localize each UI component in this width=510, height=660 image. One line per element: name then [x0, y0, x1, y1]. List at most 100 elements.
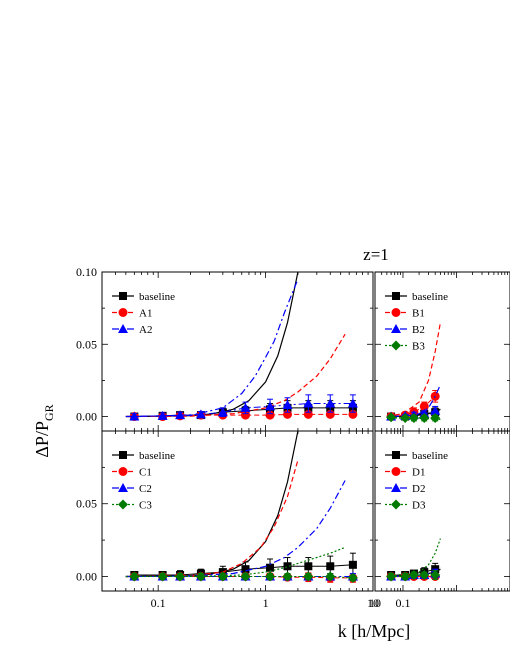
legend: baseline A1 A2: [112, 291, 175, 336]
data-point: [303, 571, 314, 582]
legend-label: D2: [412, 483, 425, 495]
legend-marker: [391, 324, 401, 333]
panel-A: 0.00 0.05 0.10 baseline A1 A2: [76, 265, 374, 432]
data-point: [430, 570, 441, 580]
panel-B: baseline B1 B2 B3: [374, 271, 510, 432]
series-curve: [125, 333, 346, 418]
data-point: [175, 571, 186, 582]
data-point: [419, 570, 430, 580]
legend-label: baseline: [412, 291, 448, 303]
legend-marker: [118, 467, 128, 476]
data-point: [347, 398, 358, 408]
legend-label: B1: [412, 308, 425, 320]
series-curve: [386, 538, 441, 578]
x-tick-label: 0.1: [151, 596, 166, 610]
data-point: [282, 399, 293, 409]
series-B3: [386, 412, 441, 423]
data-point: [265, 410, 275, 420]
legend-label: C3: [139, 500, 152, 512]
y-tick-label: 0.05: [76, 337, 97, 351]
legend-label: B3: [412, 341, 425, 353]
legend-label: A2: [139, 324, 152, 336]
data-point: [430, 412, 441, 423]
data-point: [325, 571, 336, 582]
legend-label: A1: [139, 308, 152, 320]
legend-marker: [118, 483, 128, 492]
data-point: [325, 398, 336, 408]
data-point: [386, 571, 397, 582]
data-point: [265, 571, 276, 582]
y-tick-label: 0.00: [76, 410, 97, 424]
legend-marker: [391, 483, 401, 492]
data-point: [217, 407, 228, 417]
x-tick-label: 0.1: [395, 596, 410, 610]
y-axis-label-sub: GR: [42, 404, 56, 421]
legend-marker: [391, 467, 401, 476]
legend-marker: [118, 499, 128, 510]
data-point: [386, 412, 397, 423]
panel-D: 10 0.1 baseline D1 D2 D3: [369, 430, 510, 610]
data-point: [419, 412, 430, 423]
legend-label: baseline: [139, 291, 175, 303]
legend-marker: [119, 292, 127, 300]
panels: 0.00 0.05 0.10 baseline A1 A2 baseline B1 B2 B3 0.…: [76, 265, 510, 610]
panel-C: 0.00 0.05 0.1 1 10 baseline C1 C2 C3: [76, 430, 379, 610]
legend: baseline C1 C2 C3: [112, 450, 175, 512]
data-point: [408, 412, 419, 423]
y-axis-label: ΔP/PGR: [32, 404, 56, 457]
plot-area: [386, 538, 441, 582]
data-point: [347, 572, 358, 583]
legend-label: C1: [139, 467, 152, 479]
legend-label: baseline: [139, 450, 175, 462]
data-point: [217, 571, 228, 582]
y-tick-label: 0.10: [76, 265, 97, 279]
x-tick-label: 1: [263, 596, 269, 610]
data-point: [282, 571, 293, 582]
data-point: [129, 411, 140, 421]
data-point: [265, 401, 276, 411]
legend-marker: [119, 451, 127, 459]
legend-marker: [391, 308, 401, 317]
series-curve: [386, 322, 441, 418]
legend-marker: [391, 499, 401, 510]
series-curve: [125, 459, 299, 578]
data-point: [408, 570, 419, 580]
data-point: [400, 412, 411, 423]
data-point: [195, 571, 206, 582]
x-axis-label: k [h/Mpc]: [338, 621, 410, 641]
data-point: [241, 565, 250, 574]
series-connector: [134, 576, 353, 579]
plot-area: [125, 431, 358, 583]
data-point: [326, 562, 335, 571]
data-point: [430, 405, 441, 415]
data-point: [157, 571, 168, 582]
data-point: [348, 560, 357, 569]
legend-label: D1: [412, 467, 425, 479]
legend-marker: [118, 308, 128, 317]
data-point: [266, 563, 275, 572]
data-point: [157, 410, 168, 420]
legend-label: D3: [412, 500, 426, 512]
legend-marker: [118, 324, 128, 333]
data-point: [240, 410, 250, 420]
data-point: [175, 410, 186, 420]
y-tick-label: 0.00: [76, 569, 97, 583]
legend: baseline B1 B2 B3: [385, 291, 448, 353]
plot-area: [125, 272, 358, 422]
x-tick-label: 10: [369, 596, 381, 610]
legend: baseline D1 D2 D3: [385, 450, 448, 512]
legend-marker: [392, 451, 400, 459]
data-point: [304, 562, 313, 571]
legend-label: B2: [412, 324, 425, 336]
data-point: [195, 409, 206, 419]
plot-area: [386, 322, 441, 423]
series-A2: [125, 278, 358, 421]
data-point: [129, 571, 140, 582]
legend-marker: [391, 340, 401, 351]
y-tick-label: 0.05: [76, 497, 97, 511]
data-point: [240, 571, 251, 582]
y-axis-label-main: ΔP/P: [32, 421, 52, 458]
panel-frame: [101, 430, 374, 592]
data-point: [240, 402, 251, 412]
